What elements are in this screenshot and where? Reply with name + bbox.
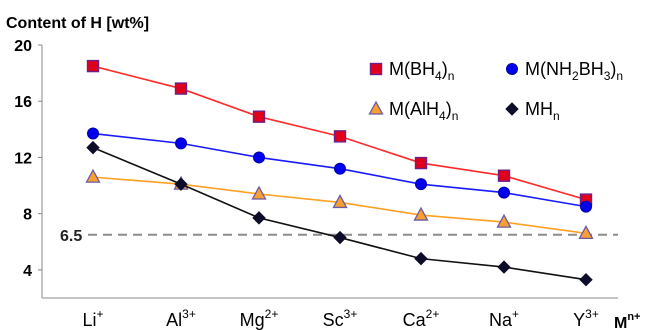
y-tick-label: 12: [14, 150, 32, 167]
y-tick-label: 20: [14, 38, 32, 55]
data-point: [414, 156, 428, 170]
x-tick-label: Sc3+: [323, 307, 358, 330]
y-tick-label: 4: [23, 263, 32, 280]
data-point: [252, 110, 266, 123]
data-point: [332, 194, 348, 209]
x-axis-label: Mn+: [614, 311, 640, 330]
series-m-nh2bh3-n: [87, 127, 592, 213]
series-group: [85, 59, 594, 287]
data-point: [580, 200, 592, 213]
legend-marker: [369, 62, 383, 76]
chart-title: Content of H [wt%]: [6, 15, 149, 32]
data-point: [496, 213, 512, 228]
series-m-bh4-n: [86, 59, 593, 206]
data-point: [579, 273, 593, 287]
data-point: [333, 230, 347, 245]
legend-item: M(AlH4)n: [368, 99, 458, 123]
data-point: [498, 186, 510, 199]
legend-item: M(BH4)n: [369, 59, 454, 83]
data-point: [86, 59, 100, 73]
data-point: [578, 224, 594, 239]
x-tick-label: Al3+: [166, 307, 196, 330]
series-m-alh4-n: [85, 168, 594, 239]
data-point: [334, 162, 346, 175]
reference-line-label: 6.5: [60, 228, 82, 245]
x-tick-label: Li+: [82, 307, 103, 330]
x-tick-label: Ca2+: [403, 307, 440, 330]
axes: 4 8 12 16 20 Li+ Al3+ Mg2+ Sc3+ Ca2+ Na+ Y3+ Mn+: [14, 38, 640, 330]
y-tick-label: 16: [14, 94, 32, 111]
reference-line-group: 6.5: [60, 228, 618, 245]
data-point: [415, 178, 427, 191]
data-point: [175, 137, 187, 150]
data-point: [174, 82, 188, 95]
data-point: [87, 127, 99, 140]
series-mhn: [86, 140, 593, 287]
data-point: [497, 169, 511, 182]
data-point: [333, 130, 347, 143]
legend-marker: [368, 100, 384, 115]
legend: M(BH4)n M(NH2BH3)n M(AlH4)n MHn: [368, 59, 623, 123]
legend-item: M(NH2BH3)n: [506, 59, 623, 83]
data-point: [86, 140, 100, 155]
y-tick-label: 8: [23, 207, 32, 224]
data-point: [174, 177, 188, 191]
legend-label: M(NH2BH3)n: [525, 59, 623, 83]
data-point: [414, 251, 428, 266]
data-point: [497, 260, 511, 274]
legend-item: MHn: [505, 99, 560, 123]
data-point: [253, 151, 265, 164]
legend-marker: [505, 102, 519, 116]
data-point: [252, 211, 266, 225]
legend-label: MHn: [525, 99, 560, 123]
legend-label: M(BH4)n: [389, 59, 454, 83]
data-point: [413, 206, 429, 221]
data-point: [85, 168, 101, 183]
legend-label: M(AlH4)n: [389, 99, 458, 123]
x-tick-label: Na+: [489, 307, 519, 330]
x-tick-label: Y3+: [573, 307, 599, 330]
data-point: [251, 185, 267, 200]
legend-marker: [506, 63, 518, 75]
x-tick-label: Mg2+: [240, 307, 279, 330]
